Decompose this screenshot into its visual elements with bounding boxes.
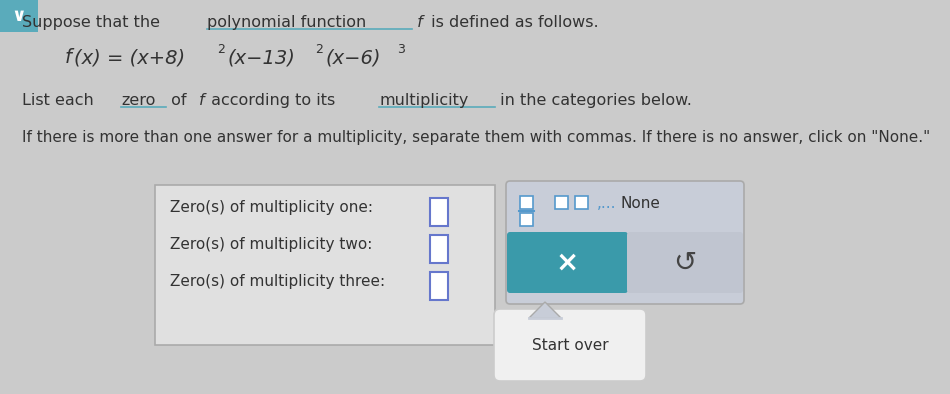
FancyBboxPatch shape [430, 235, 448, 263]
Text: is defined as follows.: is defined as follows. [426, 15, 598, 30]
Text: If there is more than one answer for a multiplicity, separate them with commas. : If there is more than one answer for a m… [22, 130, 930, 145]
FancyBboxPatch shape [555, 196, 568, 209]
Text: ↺: ↺ [674, 249, 696, 277]
Text: ​f: ​f [412, 15, 423, 30]
Text: f: f [65, 48, 72, 67]
Text: multiplicity: multiplicity [379, 93, 468, 108]
FancyBboxPatch shape [507, 232, 628, 293]
Text: Suppose that the: Suppose that the [22, 15, 165, 30]
Text: Zero(s) of multiplicity two:: Zero(s) of multiplicity two: [170, 237, 372, 252]
Text: zero: zero [122, 93, 156, 108]
Text: Start over: Start over [532, 338, 608, 353]
Text: (x) = (x+8): (x) = (x+8) [74, 48, 185, 67]
Text: in the categories below.: in the categories below. [495, 93, 692, 108]
FancyBboxPatch shape [520, 213, 533, 226]
Text: (x−13): (x−13) [227, 48, 295, 67]
Polygon shape [529, 302, 561, 318]
Text: of: of [165, 93, 191, 108]
FancyBboxPatch shape [506, 181, 744, 304]
Text: ∨: ∨ [11, 7, 27, 25]
FancyBboxPatch shape [430, 272, 448, 300]
Text: (x−6): (x−6) [325, 48, 381, 67]
Text: ×: × [556, 249, 580, 277]
Text: 2: 2 [315, 43, 323, 56]
Text: Zero(s) of multiplicity three:: Zero(s) of multiplicity three: [170, 274, 385, 289]
FancyBboxPatch shape [494, 309, 646, 381]
Text: 2: 2 [218, 43, 225, 56]
FancyBboxPatch shape [575, 196, 588, 209]
Text: List each: List each [22, 93, 99, 108]
Text: 3: 3 [397, 43, 405, 56]
FancyBboxPatch shape [155, 185, 495, 345]
Text: polynomial function: polynomial function [207, 15, 366, 30]
Text: Zero(s) of multiplicity one:: Zero(s) of multiplicity one: [170, 200, 373, 215]
FancyBboxPatch shape [627, 232, 743, 293]
Text: f: f [199, 93, 204, 108]
FancyBboxPatch shape [0, 0, 38, 32]
FancyBboxPatch shape [430, 198, 448, 226]
Text: None: None [620, 196, 660, 211]
Text: according to its: according to its [206, 93, 340, 108]
FancyBboxPatch shape [520, 196, 533, 209]
Text: ,...: ,... [597, 196, 617, 211]
